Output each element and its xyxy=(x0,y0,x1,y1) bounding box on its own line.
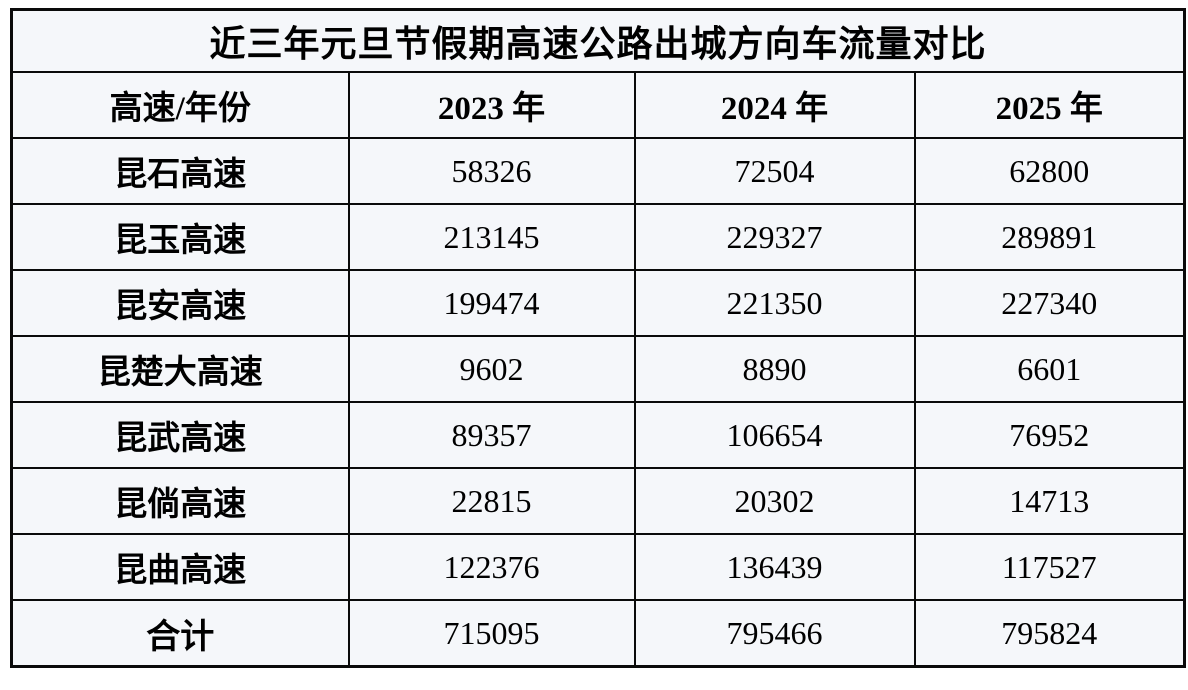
column-header-highway-year: 高速/年份 xyxy=(10,71,350,139)
table-cell: 76952 xyxy=(913,401,1186,469)
table-cell: 22815 xyxy=(347,467,636,535)
table-cell: 136439 xyxy=(633,533,916,601)
table-row: 昆倘高速 22815 20302 14713 xyxy=(10,467,1186,535)
row-label: 昆石高速 xyxy=(10,137,350,205)
row-label: 昆楚大高速 xyxy=(10,335,350,403)
traffic-table-container: 近三年元旦节假期高速公路出城方向车流量对比 高速/年份 2023 年 2024 … xyxy=(10,8,1187,668)
table-cell: 9602 xyxy=(347,335,636,403)
traffic-table: 近三年元旦节假期高速公路出城方向车流量对比 高速/年份 2023 年 2024 … xyxy=(10,8,1187,668)
row-label: 昆曲高速 xyxy=(10,533,350,601)
table-cell: 795824 xyxy=(913,599,1186,668)
total-row-label: 合计 xyxy=(10,599,350,668)
table-cell: 199474 xyxy=(347,269,636,337)
table-cell: 795466 xyxy=(633,599,916,668)
total-row: 合计 715095 795466 795824 xyxy=(10,599,1186,668)
table-cell: 20302 xyxy=(633,467,916,535)
table-row: 昆武高速 89357 106654 76952 xyxy=(10,401,1186,469)
row-label: 昆武高速 xyxy=(10,401,350,469)
table-cell: 213145 xyxy=(347,203,636,271)
row-label: 昆安高速 xyxy=(10,269,350,337)
table-cell: 72504 xyxy=(633,137,916,205)
table-cell: 122376 xyxy=(347,533,636,601)
table-cell: 289891 xyxy=(913,203,1186,271)
table-cell: 58326 xyxy=(347,137,636,205)
row-label: 昆倘高速 xyxy=(10,467,350,535)
column-header-2025: 2025 年 xyxy=(913,71,1186,139)
table-cell: 117527 xyxy=(913,533,1186,601)
table-cell: 715095 xyxy=(347,599,636,668)
table-cell: 89357 xyxy=(347,401,636,469)
table-row: 昆玉高速 213145 229327 289891 xyxy=(10,203,1186,271)
table-cell: 106654 xyxy=(633,401,916,469)
table-row: 昆石高速 58326 72504 62800 xyxy=(10,137,1186,205)
column-header-2024: 2024 年 xyxy=(633,71,916,139)
table-row: 昆安高速 199474 221350 227340 xyxy=(10,269,1186,337)
table-row: 昆曲高速 122376 136439 117527 xyxy=(10,533,1186,601)
column-header-2023: 2023 年 xyxy=(347,71,636,139)
table-cell: 62800 xyxy=(913,137,1186,205)
table-cell: 8890 xyxy=(633,335,916,403)
row-label: 昆玉高速 xyxy=(10,203,350,271)
table-cell: 14713 xyxy=(913,467,1186,535)
title-row: 近三年元旦节假期高速公路出城方向车流量对比 xyxy=(10,8,1186,73)
table-cell: 229327 xyxy=(633,203,916,271)
table-row: 昆楚大高速 9602 8890 6601 xyxy=(10,335,1186,403)
table-cell: 227340 xyxy=(913,269,1186,337)
table-title: 近三年元旦节假期高速公路出城方向车流量对比 xyxy=(10,8,1186,73)
table-cell: 6601 xyxy=(913,335,1186,403)
header-row: 高速/年份 2023 年 2024 年 2025 年 xyxy=(10,71,1186,139)
table-cell: 221350 xyxy=(633,269,916,337)
